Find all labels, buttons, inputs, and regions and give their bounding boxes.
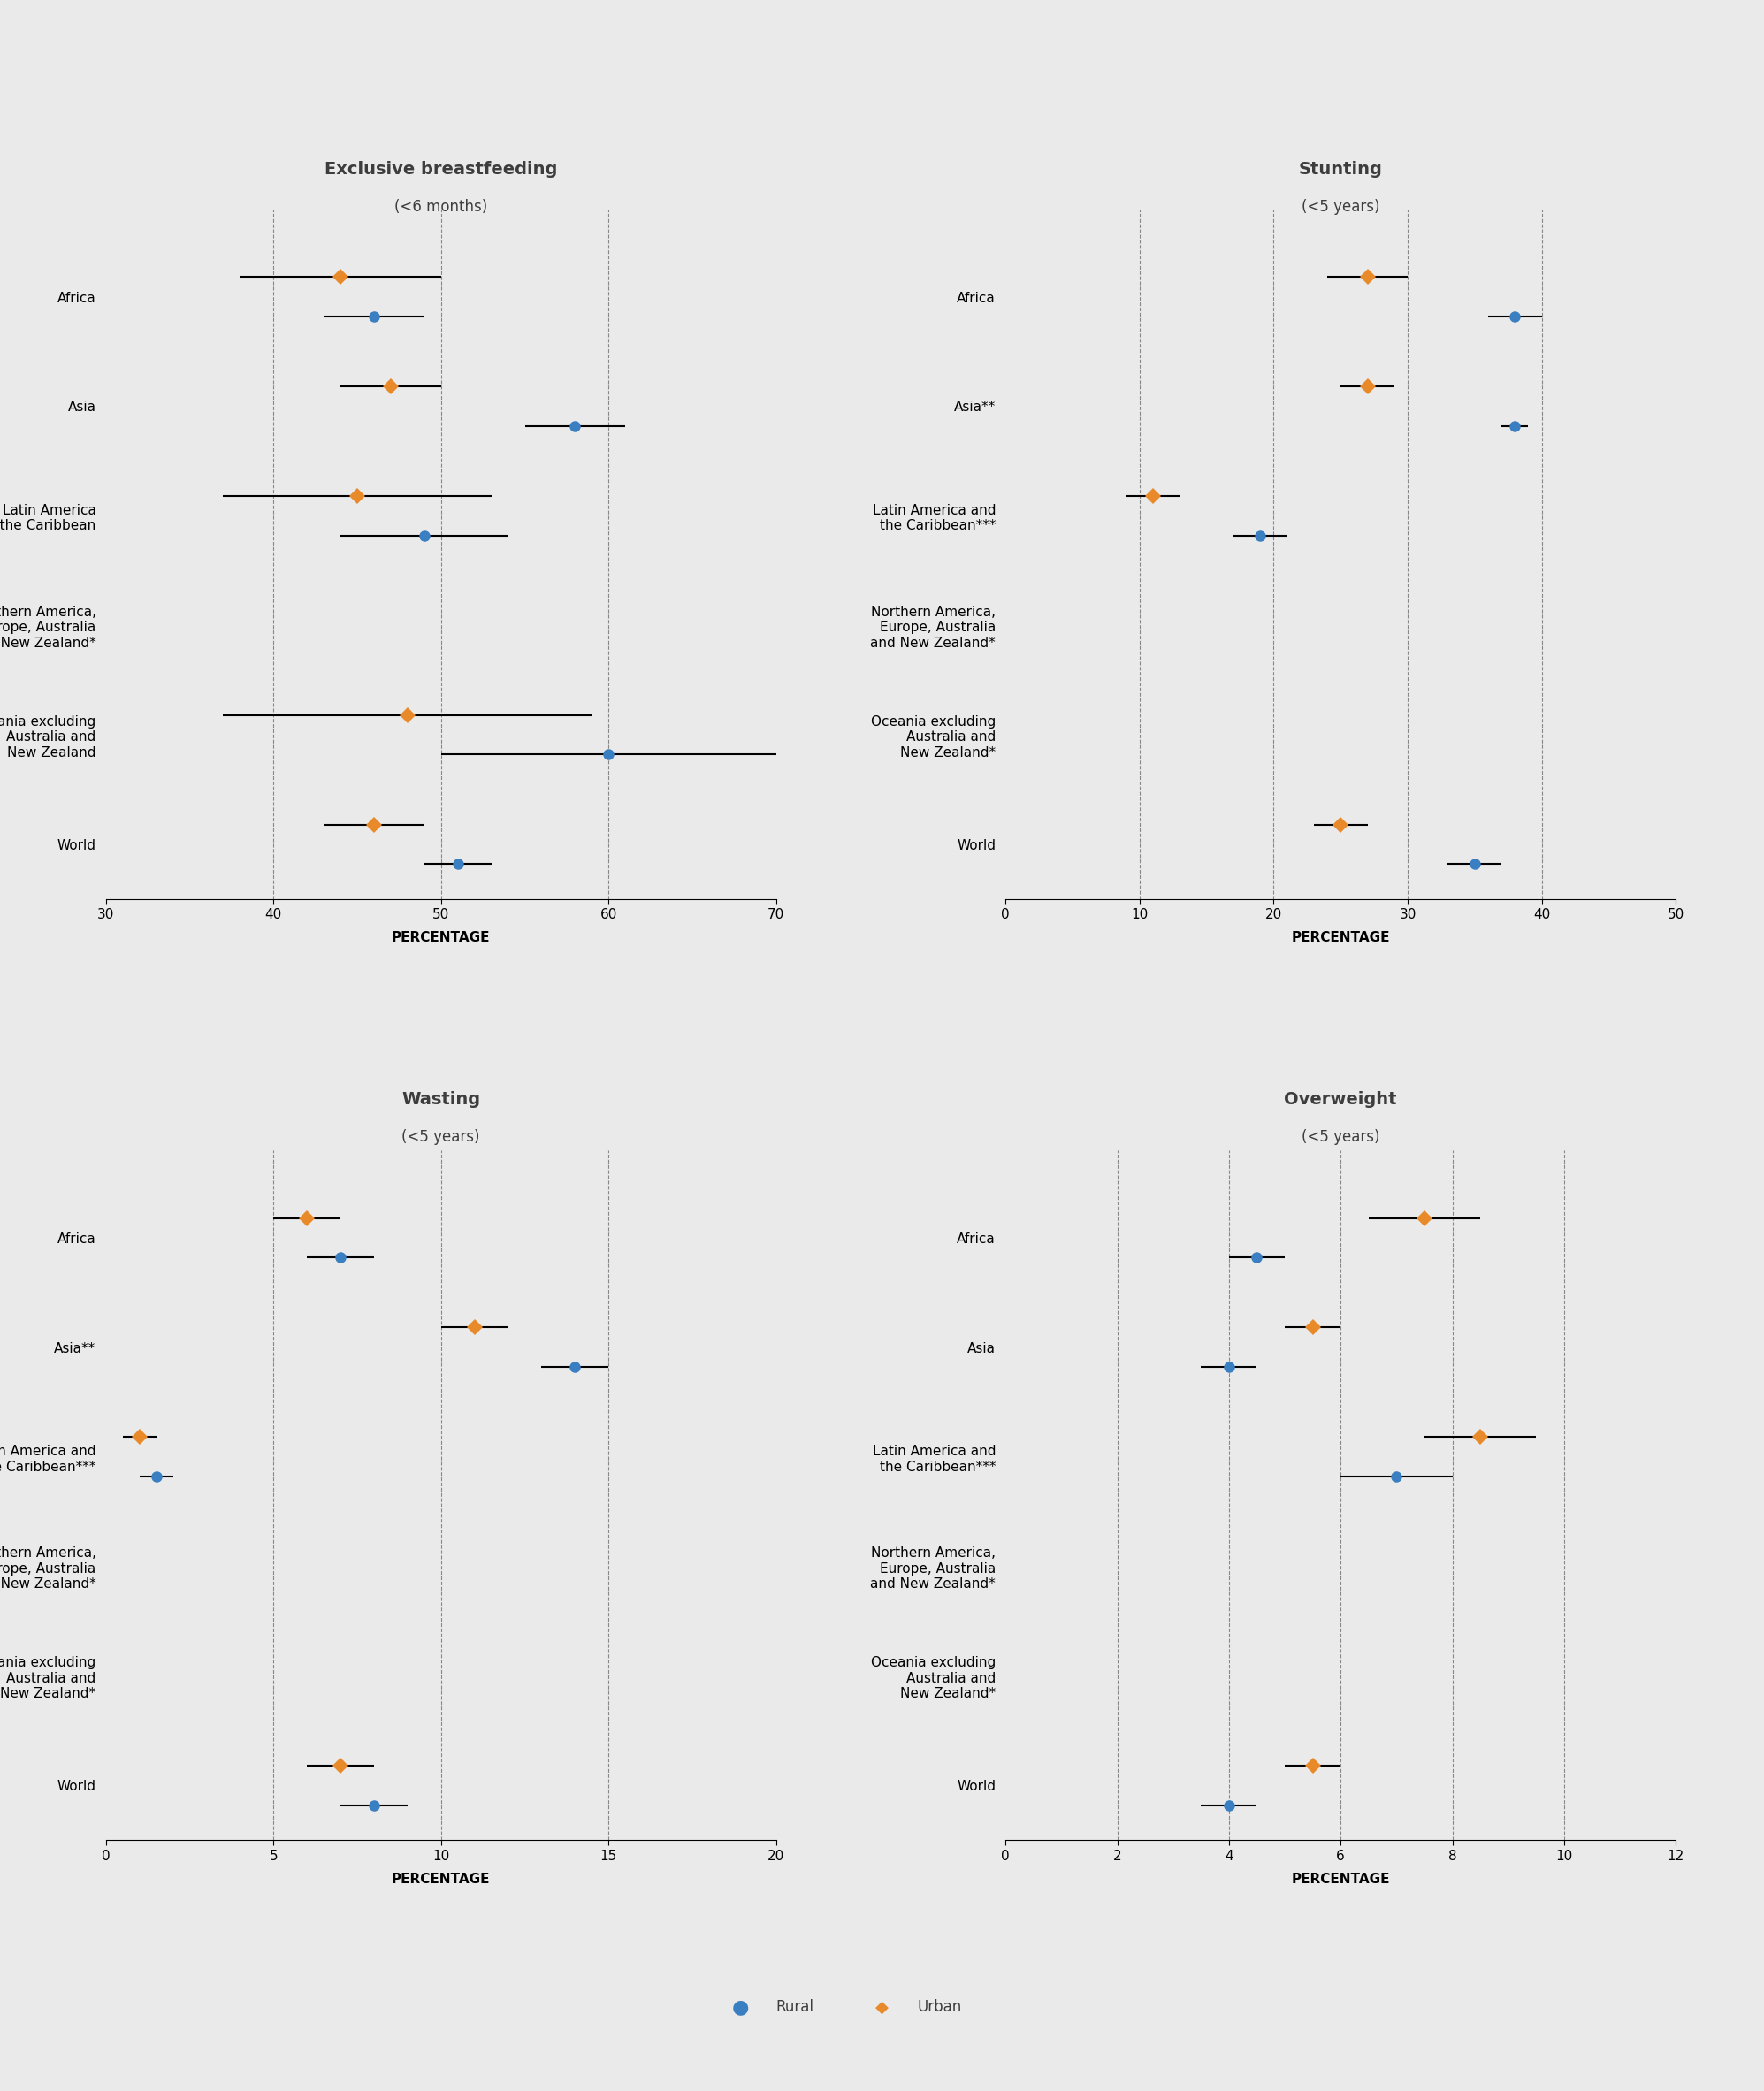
Text: (<6 months): (<6 months): [395, 199, 487, 215]
Text: Rural: Rural: [776, 1999, 815, 2016]
Text: Stunting: Stunting: [1298, 161, 1383, 178]
X-axis label: PERCENTAGE: PERCENTAGE: [392, 1871, 490, 1886]
Text: Urban: Urban: [917, 1999, 961, 2016]
Text: (<5 years): (<5 years): [1302, 199, 1379, 215]
Text: ●: ●: [732, 1999, 750, 2016]
Text: Wasting: Wasting: [402, 1092, 480, 1108]
Text: Overweight: Overweight: [1284, 1092, 1397, 1108]
Text: ◆: ◆: [875, 1999, 889, 2016]
Text: (<5 years): (<5 years): [402, 1129, 480, 1146]
Text: Exclusive breastfeeding: Exclusive breastfeeding: [325, 161, 557, 178]
Text: (<5 years): (<5 years): [1302, 1129, 1379, 1146]
X-axis label: PERCENTAGE: PERCENTAGE: [1291, 930, 1390, 945]
X-axis label: PERCENTAGE: PERCENTAGE: [392, 930, 490, 945]
X-axis label: PERCENTAGE: PERCENTAGE: [1291, 1871, 1390, 1886]
